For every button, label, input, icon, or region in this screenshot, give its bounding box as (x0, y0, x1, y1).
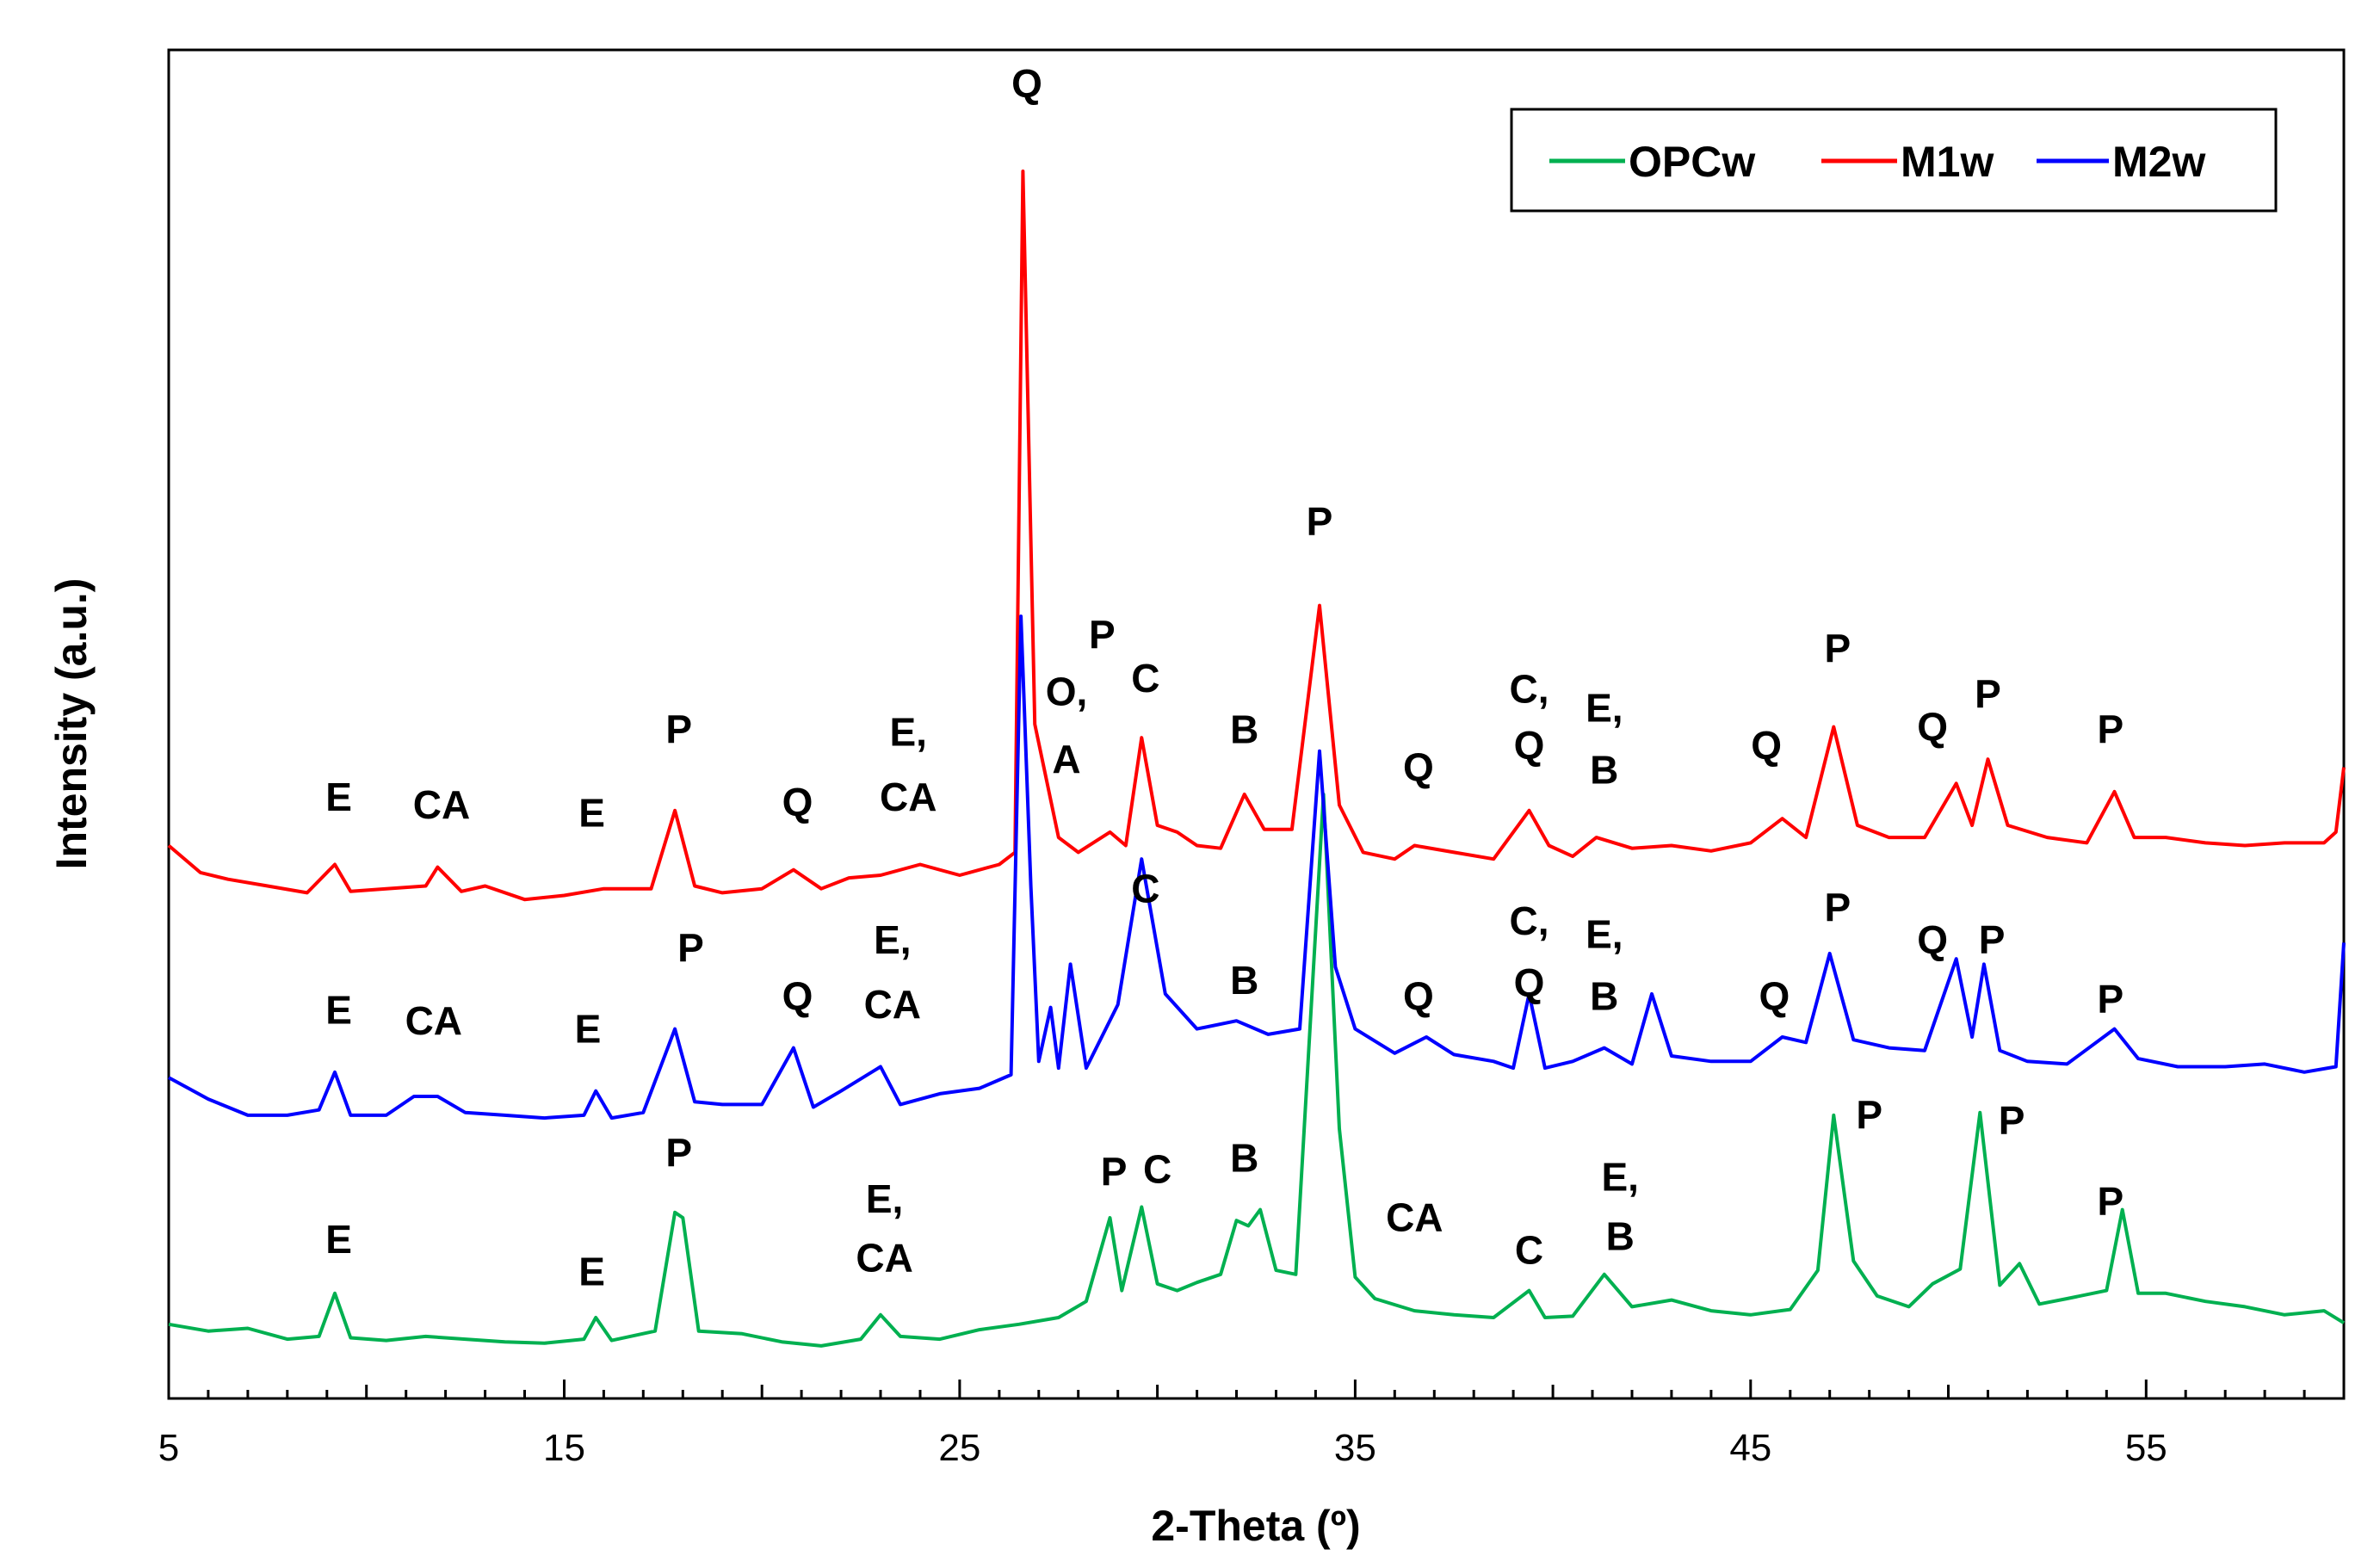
peak-label: P (665, 1131, 692, 1176)
peak-label: B (1590, 974, 1618, 1019)
peak-label: E (325, 987, 352, 1032)
peak-label: CA (856, 1236, 912, 1281)
peak-label: Q (1011, 61, 1042, 106)
legend-label-opcw: OPCw (1629, 138, 1755, 186)
x-tick-label: 25 (938, 1427, 980, 1469)
peak-label: CA (864, 982, 921, 1027)
legend-label-m1w: M1w (1901, 138, 1994, 186)
peak-label: CA (405, 998, 462, 1043)
peak-label: P (677, 925, 704, 970)
peak-label: B (1230, 958, 1258, 1003)
peak-label: P (2098, 1179, 2124, 1224)
peak-label: Q (1917, 917, 1948, 962)
peak-label: A (1052, 737, 1080, 781)
peak-label: E (578, 1249, 605, 1293)
x-tick-label: 35 (1334, 1427, 1376, 1469)
peak-label: P (1999, 1098, 2025, 1143)
peak-label: B (1590, 747, 1618, 792)
peak-label: Q (782, 780, 813, 824)
peak-label: E (325, 1217, 352, 1262)
peak-label: E (325, 775, 352, 819)
peak-label: C (1131, 866, 1159, 911)
x-tick-label: 15 (543, 1427, 585, 1469)
peak-label: Q (1751, 723, 1782, 768)
peak-label: CA (1386, 1195, 1443, 1240)
peak-label: P (1979, 917, 2006, 962)
peak-label: P (1307, 499, 1333, 544)
peak-label: P (1825, 626, 1851, 670)
peak-label: O, (1046, 670, 1088, 714)
peak-label: C, (1510, 666, 1549, 711)
peak-label: P (1856, 1093, 1882, 1138)
peak-label: E (578, 791, 605, 836)
peak-label: C (1143, 1146, 1171, 1191)
peak-label: P (2098, 977, 2124, 1022)
series-line-opcw (168, 793, 2346, 1348)
peak-label: Q (782, 974, 813, 1019)
legend-label-m2w: M2w (2112, 138, 2205, 186)
peak-label: E, (1601, 1155, 1638, 1200)
peak-label: C (1131, 656, 1159, 701)
peak-label: Q (1514, 960, 1545, 1005)
series-line-m1w (167, 170, 2346, 902)
peak-label: E, (889, 710, 926, 755)
peak-label: B (1606, 1214, 1635, 1259)
peak-label: Q (1403, 974, 1434, 1019)
peak-label: B (1230, 1136, 1258, 1181)
series-line-m2w (168, 614, 2346, 1120)
x-axis-title: 2-Theta (º) (1151, 1502, 1360, 1550)
peak-label: P (1975, 672, 2001, 717)
peak-label: Q (1917, 704, 1948, 749)
peak-label: E, (1586, 685, 1623, 730)
legend: OPCw M1w M2w (1510, 108, 2278, 213)
peak-label: E, (1586, 912, 1623, 957)
peak-label: E, (874, 917, 911, 962)
peak-label: Q (1514, 723, 1545, 768)
peak-label: Q (1759, 974, 1790, 1019)
plot-area-frame (167, 48, 2346, 1400)
peak-label: P (1089, 613, 1116, 657)
y-axis-title: Intensity (a.u.) (47, 578, 96, 870)
peak-label: C, (1510, 898, 1549, 943)
peak-label: Q (1403, 744, 1434, 789)
x-tick-label: 45 (1729, 1427, 1771, 1469)
peak-label: C (1515, 1227, 1543, 1272)
peak-label: P (1101, 1149, 1128, 1194)
peak-label: P (2098, 707, 2124, 751)
peak-label: CA (880, 775, 937, 819)
peak-label: P (665, 707, 692, 751)
peak-label: P (1825, 885, 1851, 929)
peak-label: E, (866, 1176, 903, 1221)
series-layer (167, 170, 2346, 1348)
x-tick-label: 5 (158, 1427, 179, 1469)
peak-label: E (575, 1006, 602, 1051)
x-tick-label: 55 (2125, 1427, 2167, 1469)
peak-label: B (1230, 707, 1258, 751)
x-axis: 5 15 25 35 45 55 (158, 1380, 2346, 1469)
peak-label: CA (413, 782, 470, 827)
